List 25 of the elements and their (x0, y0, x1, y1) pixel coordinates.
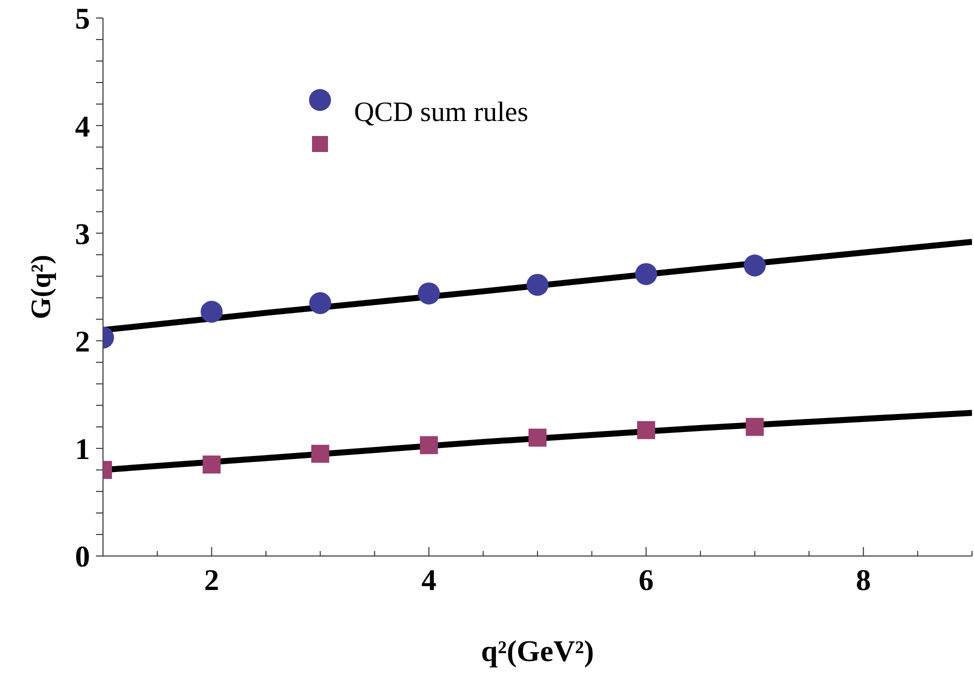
point (311, 444, 330, 463)
legend-label: QCD sum rules (354, 97, 528, 129)
point (526, 274, 548, 296)
y-axis-title: G(q²) (26, 254, 57, 320)
point (637, 421, 656, 440)
point (200, 300, 223, 323)
y-tick-label: 1 (75, 433, 90, 466)
x-tick-label: 8 (856, 564, 871, 597)
y-tick-label: 4 (75, 110, 90, 144)
x-tick-label: 4 (421, 564, 436, 597)
point (746, 418, 764, 436)
x-axis-title: q²(GeV²) (481, 635, 594, 668)
point (418, 282, 440, 304)
point (635, 263, 658, 286)
point (744, 254, 766, 276)
point (202, 456, 221, 474)
point (528, 428, 546, 447)
point (309, 292, 332, 314)
y-tick-label: 0 (75, 540, 90, 574)
y-tick-label: 5 (75, 2, 90, 36)
point (420, 436, 438, 454)
y-tick-label: 2 (75, 325, 90, 358)
x-tick-label: 2 (204, 564, 220, 597)
x-tick-label: 6 (638, 564, 654, 597)
y-tick-label: 3 (75, 218, 90, 251)
